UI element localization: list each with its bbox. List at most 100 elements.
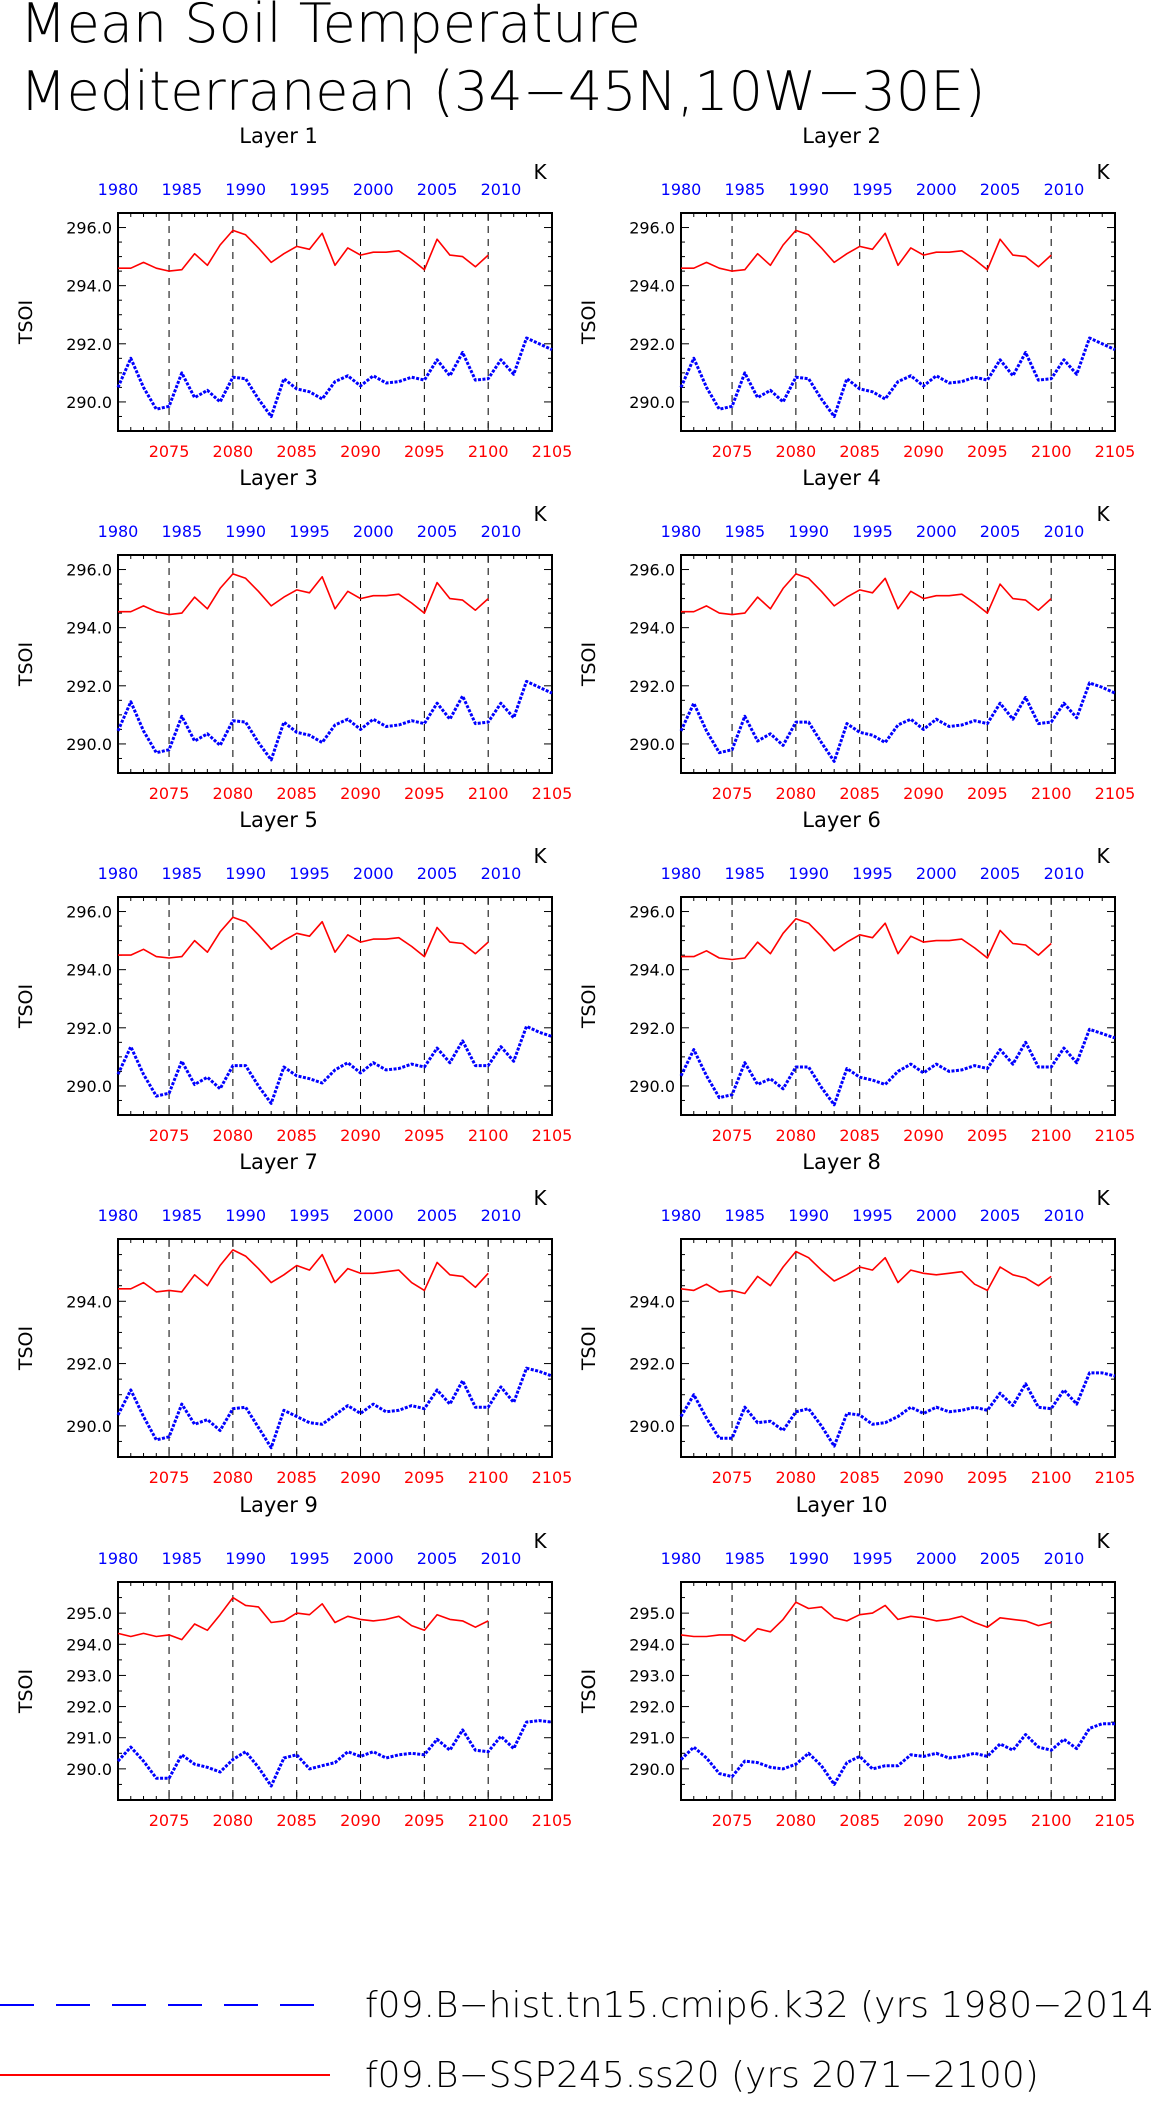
panel-title: Layer 3 [239, 466, 318, 490]
x-tick-label-bottom: 2100 [1031, 1126, 1072, 1145]
legend: f09.B−hist.tn15.cmip6.k32 (yrs 1980−2014… [0, 1985, 1155, 2096]
plot-frame [117, 1581, 553, 1801]
x-tick-label-top: 1990 [225, 180, 266, 199]
y-axis-label: TSOI [15, 1326, 37, 1371]
x-tick-label-top: 2010 [1044, 1549, 1085, 1568]
y-tick-label: 292.0 [629, 335, 675, 354]
x-tick-label-top: 2000 [916, 522, 957, 541]
unit-label: K [1096, 160, 1110, 184]
y-tick-label: 291.0 [66, 1729, 112, 1748]
x-tick-label-top: 2000 [916, 1549, 957, 1568]
figure-title-line-1: Mean Soil Temperature [20, 0, 641, 55]
x-tick-label-bottom: 2100 [1031, 784, 1072, 803]
chart-panel-3: Layer 3 2075 2080 2085 2090 2095 2100 2105 1980 1… [15, 466, 572, 803]
y-tick-label: 291.0 [629, 1729, 675, 1748]
x-tick-label-bottom: 2100 [1031, 1811, 1072, 1830]
x-tick-label-top: 2000 [916, 1206, 957, 1225]
x-tick-label-top: 2010 [481, 1549, 522, 1568]
x-tick-label-top: 1980 [661, 1206, 702, 1225]
x-tick-label-top: 1980 [98, 1206, 139, 1225]
chart-panel-2: Layer 2 2075 2080 2085 2090 2095 2100 2105 1980 1… [578, 124, 1135, 461]
y-axis-label: TSOI [578, 1669, 600, 1714]
plot-frame [680, 1238, 1116, 1458]
plot-frame [117, 212, 553, 432]
x-tick-label-top: 2010 [481, 180, 522, 199]
x-tick-label-top: 1990 [788, 1549, 829, 1568]
chart-panel-7: Layer 7 2075 2080 2085 2090 2095 2100 2105 1980 1… [15, 1150, 572, 1487]
x-tick-label-top: 1980 [98, 1549, 139, 1568]
unit-label: K [1096, 844, 1110, 868]
panel-title: Layer 2 [802, 124, 881, 148]
x-tick-label-top: 2000 [353, 864, 394, 883]
panel-title: Layer 6 [802, 808, 881, 832]
x-tick-label-bottom: 2100 [468, 1126, 509, 1145]
series-line-hist [116, 1366, 553, 1450]
x-tick-label-top: 1995 [289, 864, 330, 883]
x-tick-label-top: 1995 [289, 522, 330, 541]
x-tick-label-bottom: 2095 [967, 1126, 1008, 1145]
chart-panel-6: Layer 6 2075 2080 2085 2090 2095 2100 2105 1980 1… [578, 808, 1135, 1145]
x-tick-label-bottom: 2075 [712, 442, 753, 461]
x-tick-label-top: 1985 [724, 1549, 765, 1568]
panel-title: Layer 5 [239, 808, 318, 832]
series-line-ssp245 [681, 229, 1052, 272]
x-tick-label-bottom: 2085 [839, 1468, 880, 1487]
x-tick-label-top: 1995 [289, 1206, 330, 1225]
x-tick-label-top: 1985 [161, 864, 202, 883]
x-tick-label-top: 1990 [788, 1206, 829, 1225]
x-tick-label-top: 1985 [161, 522, 202, 541]
chart-panel-1: Layer 1 2075 2080 2085 2090 2095 2100 2105 1980 1… [15, 124, 572, 461]
x-tick-label-top: 1995 [852, 180, 893, 199]
y-tick-label: 292.0 [629, 1698, 675, 1717]
chart-panel-5: Layer 5 2075 2080 2085 2090 2095 2100 2105 1980 1… [15, 808, 572, 1145]
x-tick-label-top: 2010 [481, 522, 522, 541]
y-tick-label: 296.0 [629, 903, 675, 922]
plot-frame [680, 1581, 1116, 1801]
x-tick-label-top: 2010 [1044, 1206, 1085, 1225]
x-tick-label-bottom: 2095 [967, 1811, 1008, 1830]
x-tick-label-bottom: 2080 [213, 1811, 254, 1830]
x-tick-label-bottom: 2090 [903, 1811, 944, 1830]
x-tick-label-top: 2005 [417, 864, 458, 883]
unit-label: K [1096, 1529, 1110, 1553]
y-tick-label: 292.0 [66, 1355, 112, 1374]
y-tick-label: 294.0 [66, 277, 112, 296]
x-tick-label-top: 2010 [481, 864, 522, 883]
y-tick-label: 293.0 [66, 1666, 112, 1685]
x-tick-label-top: 2005 [980, 522, 1021, 541]
x-tick-label-top: 1995 [289, 180, 330, 199]
chart-panel-8: Layer 8 2075 2080 2085 2090 2095 2100 2105 1980 1… [578, 1150, 1135, 1487]
series-line-hist [116, 679, 553, 762]
y-tick-label: 296.0 [629, 219, 675, 238]
y-tick-label: 292.0 [629, 1019, 675, 1038]
plot-frame [117, 896, 553, 1116]
x-tick-label-bottom: 2085 [839, 1126, 880, 1145]
series-line-hist [679, 681, 1116, 763]
x-tick-label-top: 2005 [417, 522, 458, 541]
y-axis-label: TSOI [15, 642, 37, 687]
x-tick-label-top: 1980 [98, 180, 139, 199]
x-tick-label-bottom: 2080 [213, 1468, 254, 1487]
chart-panels: Layer 1 2075 2080 2085 2090 2095 2100 2105 1980 1… [15, 124, 1135, 1830]
y-tick-label: 295.0 [66, 1604, 112, 1623]
y-tick-label: 292.0 [66, 677, 112, 696]
x-tick-label-bottom: 2105 [532, 784, 573, 803]
x-tick-label-bottom: 2085 [839, 784, 880, 803]
panel-title: Layer 7 [239, 1150, 318, 1174]
y-tick-label: 294.0 [629, 1292, 675, 1311]
series-line-hist [116, 336, 553, 418]
y-tick-label: 294.0 [629, 619, 675, 638]
plot-frame [680, 554, 1116, 774]
x-tick-label-bottom: 2080 [776, 1468, 817, 1487]
x-tick-label-bottom: 2105 [532, 1811, 573, 1830]
x-tick-label-top: 1980 [661, 180, 702, 199]
x-tick-label-top: 1990 [225, 1206, 266, 1225]
x-tick-label-bottom: 2075 [149, 1811, 190, 1830]
y-tick-label: 294.0 [629, 277, 675, 296]
x-tick-label-top: 2000 [916, 180, 957, 199]
x-tick-label-top: 1995 [289, 1549, 330, 1568]
x-tick-label-top: 1980 [661, 864, 702, 883]
x-tick-label-bottom: 2105 [1095, 442, 1136, 461]
x-tick-label-bottom: 2100 [468, 1468, 509, 1487]
panel-title: Layer 10 [796, 1493, 888, 1517]
